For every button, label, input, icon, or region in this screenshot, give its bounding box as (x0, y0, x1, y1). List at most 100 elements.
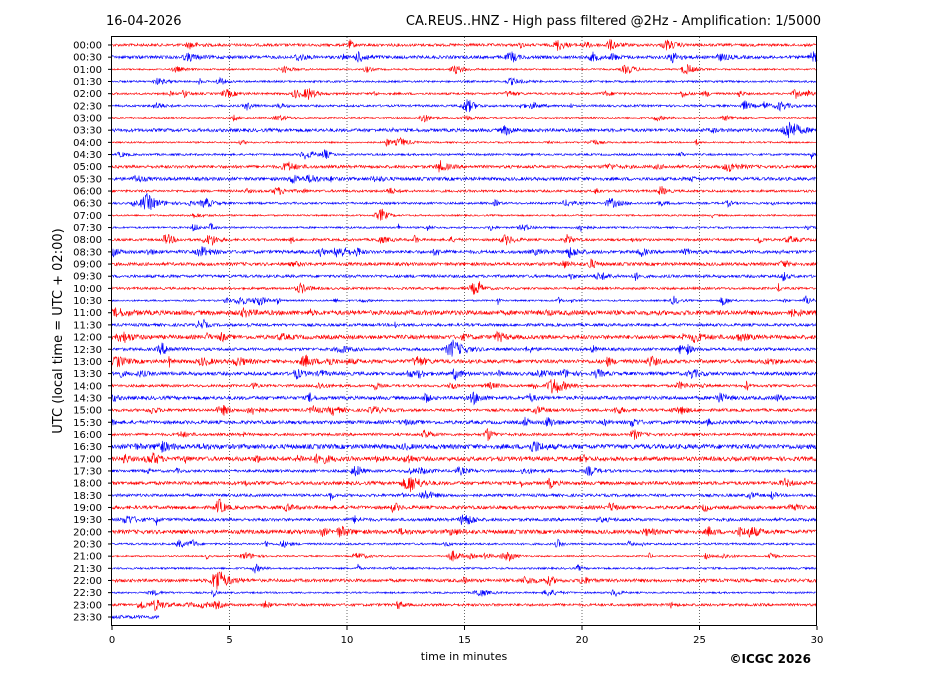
y-axis-label: UTC (local time = UTC + 02:00) (51, 228, 66, 433)
y-tick-label: 21:00 (73, 552, 102, 563)
y-tick-label: 07:00 (73, 211, 102, 222)
y-tick-label: 16:30 (73, 442, 102, 453)
y-tick-label: 00:30 (73, 53, 102, 64)
trace-0400 (111, 136, 818, 148)
y-tick-label: 15:00 (73, 406, 102, 417)
trace-2330 (111, 614, 160, 620)
y-tick-label: 05:30 (73, 174, 102, 185)
y-tick-label: 12:00 (73, 333, 102, 344)
trace-0200 (111, 88, 818, 100)
trace-1600 (111, 428, 818, 441)
trace-0830 (111, 246, 818, 259)
trace-1900 (111, 498, 818, 514)
trace-0230 (111, 99, 818, 113)
trace-0300 (111, 114, 818, 123)
y-tick-label: 22:00 (73, 576, 102, 587)
y-tick-label: 09:30 (73, 272, 102, 283)
y-tick-label: 22:30 (73, 588, 102, 599)
y-tick-label: 06:30 (73, 199, 102, 210)
y-tick-label: 10:00 (73, 284, 102, 295)
trace-1200 (111, 330, 818, 344)
y-tick-label: 08:30 (73, 247, 102, 258)
trace-0930 (111, 271, 818, 282)
y-tick-label: 10:30 (73, 296, 102, 307)
y-tick-label: 17:30 (73, 466, 102, 477)
trace-1100 (111, 307, 818, 318)
trace-1330 (111, 368, 818, 381)
trace-0430 (111, 149, 818, 160)
trace-0900 (111, 258, 818, 269)
trace-0600 (111, 185, 818, 195)
trace-0100 (111, 64, 818, 75)
y-tick-label: 19:00 (73, 503, 102, 514)
y-tick-label: 01:30 (73, 77, 102, 88)
trace-1930 (111, 514, 818, 526)
y-tick-label: 02:00 (73, 89, 102, 100)
trace-1830 (111, 490, 818, 501)
y-tick-label: 00:00 (73, 41, 102, 52)
trace-2030 (111, 538, 818, 548)
y-tick-label: 08:00 (73, 235, 102, 246)
y-tick-label: 01:00 (73, 65, 102, 76)
y-tick-label: 11:30 (73, 320, 102, 331)
y-tick-label: 14:30 (73, 393, 102, 404)
trace-1300 (111, 354, 818, 368)
x-tick-label: 20 (576, 635, 589, 646)
trace-0030 (111, 51, 818, 64)
trace-0130 (111, 76, 818, 86)
trace-1730 (111, 465, 818, 477)
trace-1630 (111, 440, 818, 453)
trace-0630 (112, 192, 818, 211)
trace-1230 (111, 339, 818, 357)
y-tick-label: 07:30 (73, 223, 102, 234)
trace-1530 (111, 416, 818, 428)
trace-0530 (111, 174, 818, 184)
x-tick-labels: 0 5 10 15 20 25 30 (109, 626, 824, 646)
y-tick-label: 15:30 (73, 418, 102, 429)
y-tick-label: 03:30 (73, 126, 102, 137)
y-tick-label: 20:30 (73, 539, 102, 550)
y-tick-label: 21:30 (73, 564, 102, 575)
y-tick-label: 06:00 (73, 187, 102, 198)
y-tick-label: 13:30 (73, 369, 102, 380)
y-tick-label: 04:00 (73, 138, 102, 149)
x-tick-label: 5 (226, 635, 232, 646)
trace-0330 (111, 121, 818, 139)
x-tick-label: 10 (341, 635, 354, 646)
x-tick-label: 15 (458, 635, 471, 646)
y-tick-label: 02:30 (73, 101, 102, 112)
plot-frame (111, 36, 817, 626)
trace-0730 (111, 222, 818, 232)
traces (111, 39, 818, 620)
x-tick-label: 30 (811, 635, 824, 646)
trace-2100 (111, 550, 818, 562)
trace-2230 (111, 589, 818, 598)
y-tick-label: 20:00 (73, 527, 102, 538)
y-tick-label: 18:00 (73, 479, 102, 490)
x-axis-label: time in minutes (421, 650, 508, 663)
trace-0700 (111, 208, 818, 221)
y-tick-label: 23:30 (73, 612, 102, 623)
trace-1130 (111, 318, 818, 329)
trace-1700 (111, 452, 818, 465)
y-tick-label: 11:00 (73, 308, 102, 319)
y-tick-label: 13:00 (73, 357, 102, 368)
y-tick-label: 16:00 (73, 430, 102, 441)
y-tick-label: 03:00 (73, 114, 102, 125)
date-label: 16-04-2026 (106, 14, 182, 29)
x-tick-label: 25 (693, 635, 706, 646)
y-tick-label: 04:30 (73, 150, 102, 161)
trace-1030 (111, 295, 818, 306)
y-tick-label: 09:00 (73, 260, 102, 271)
trace-2200 (111, 571, 818, 590)
grid-lines (229, 37, 700, 626)
copyright: ©ICGC 2026 (729, 652, 811, 666)
trace-1430 (111, 391, 818, 406)
trace-1400 (111, 379, 818, 394)
y-tick-label: 14:00 (73, 381, 102, 392)
y-tick-label: 18:30 (73, 491, 102, 502)
trace-1800 (111, 477, 818, 493)
chart-title: CA.REUS..HNZ - High pass filtered @2Hz -… (406, 14, 821, 29)
